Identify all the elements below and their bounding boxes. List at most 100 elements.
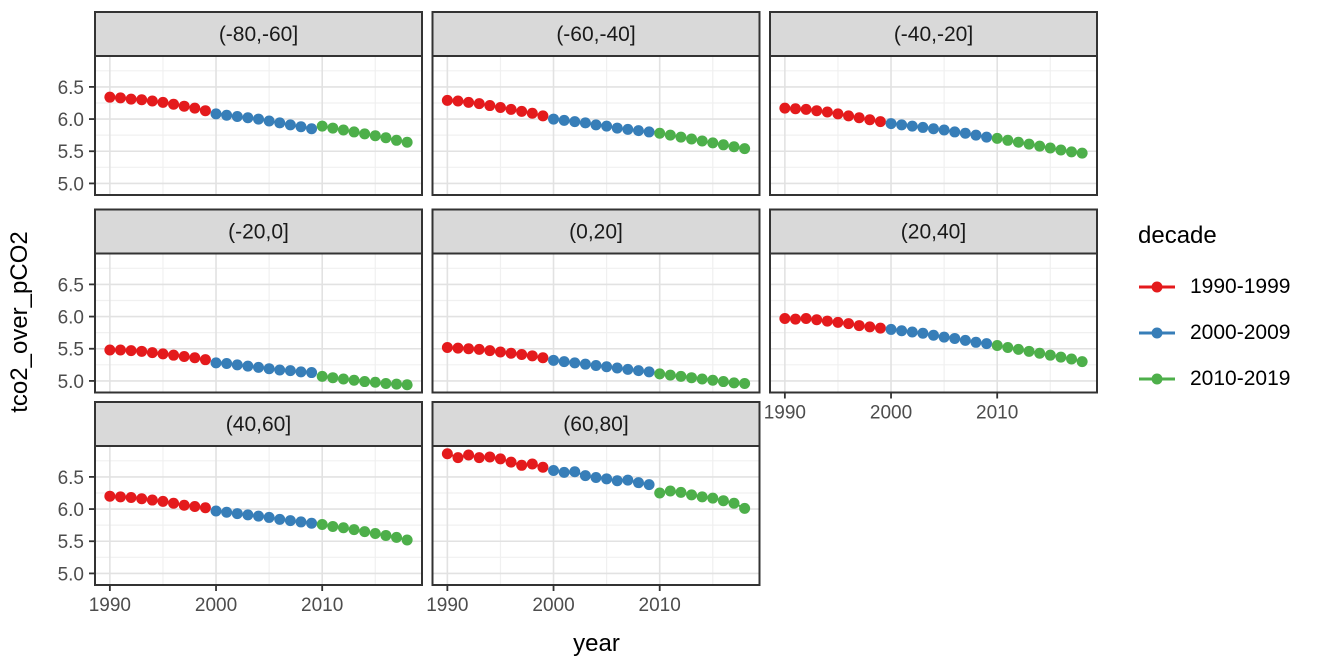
x-axis-tick-label: 1990 [426, 595, 468, 616]
y-axis-title: tco2_over_pCO2 [6, 231, 33, 413]
data-point [146, 494, 158, 506]
x-axis-title: year [573, 630, 620, 657]
data-point [505, 103, 517, 115]
data-point [168, 98, 180, 110]
data-point [516, 459, 528, 471]
facet-strip [769, 208, 1098, 255]
data-point [516, 349, 528, 361]
data-point [231, 508, 243, 520]
data-point [157, 495, 169, 507]
data-point [253, 510, 264, 522]
y-axis-tick-label: 6.0 [58, 500, 84, 521]
data-point [558, 114, 570, 126]
data-point [885, 118, 897, 130]
data-point [242, 509, 254, 521]
data-point [896, 325, 908, 337]
data-point [157, 348, 169, 360]
data-point [125, 491, 137, 503]
data-point [643, 126, 655, 138]
data-point [348, 374, 360, 386]
panel-border [431, 445, 761, 586]
data-point [242, 360, 254, 372]
data-point [146, 95, 158, 107]
data-point [622, 363, 634, 375]
data-point [1034, 140, 1046, 152]
data-point [306, 517, 318, 529]
data-point [369, 528, 381, 540]
y-axis-tick-label: 6.0 [58, 308, 84, 329]
data-point [369, 130, 381, 142]
data-point [199, 105, 211, 117]
data-point [938, 331, 950, 343]
data-point [654, 487, 666, 499]
data-point [441, 94, 453, 106]
data-point [359, 128, 371, 140]
data-point [896, 119, 908, 131]
data-point [494, 346, 506, 358]
data-point [970, 336, 982, 348]
data-point [853, 112, 865, 124]
data-point [1002, 134, 1014, 146]
data-point [981, 131, 993, 143]
data-point [125, 93, 137, 105]
data-point [739, 502, 751, 514]
data-point [917, 327, 929, 339]
data-point [178, 350, 190, 362]
panel-background [432, 253, 760, 393]
data-point [664, 369, 676, 381]
data-point [306, 367, 318, 379]
legend-entry-2010-2019: 2010-2019 [1138, 356, 1290, 402]
x-axis-tick-label: 2010 [639, 595, 681, 616]
data-point [789, 103, 801, 115]
data-point [359, 376, 371, 388]
data-point [1066, 353, 1078, 365]
y-axis-tick-label: 6.0 [58, 110, 84, 131]
legend-entry-2000-2009: 2000-2009 [1138, 310, 1290, 356]
data-point [853, 320, 865, 332]
data-point [686, 489, 698, 501]
facet-strip-label: (40,60] [226, 413, 291, 436]
data-point [675, 486, 687, 498]
data-point [516, 105, 528, 117]
data-point [295, 121, 307, 133]
data-point [189, 102, 201, 114]
panel-border [94, 252, 423, 394]
data-point [622, 123, 634, 135]
data-point [146, 347, 158, 359]
data-point [906, 326, 918, 338]
data-point [505, 456, 517, 468]
data-point [800, 103, 812, 115]
data-point [348, 524, 360, 536]
data-point [380, 529, 392, 541]
data-point [558, 466, 570, 478]
x-axis-tick-label: 2000 [195, 595, 237, 616]
facet-strip [431, 208, 761, 255]
data-point [1076, 147, 1088, 159]
legend-entry-label: 2010-2019 [1190, 367, 1291, 390]
data-point [632, 477, 644, 489]
data-point [1034, 347, 1046, 359]
facet-strip [431, 11, 761, 57]
data-point [348, 126, 360, 138]
data-point [664, 485, 676, 497]
data-point [337, 373, 349, 385]
data-point [537, 352, 549, 364]
legend-entry-label: 1990-1999 [1190, 275, 1291, 298]
x-axis-tick-label: 2000 [870, 403, 912, 424]
data-point [136, 493, 148, 505]
data-point [199, 354, 211, 366]
data-point [359, 526, 371, 538]
data-point [253, 361, 264, 373]
data-point [707, 374, 719, 386]
data-point [221, 358, 233, 370]
data-point [242, 112, 254, 124]
data-point [1076, 356, 1088, 368]
data-point [928, 123, 939, 135]
data-point [686, 133, 698, 145]
data-point [263, 511, 275, 523]
data-point [136, 94, 148, 106]
data-point [306, 123, 318, 135]
data-point [938, 124, 950, 136]
